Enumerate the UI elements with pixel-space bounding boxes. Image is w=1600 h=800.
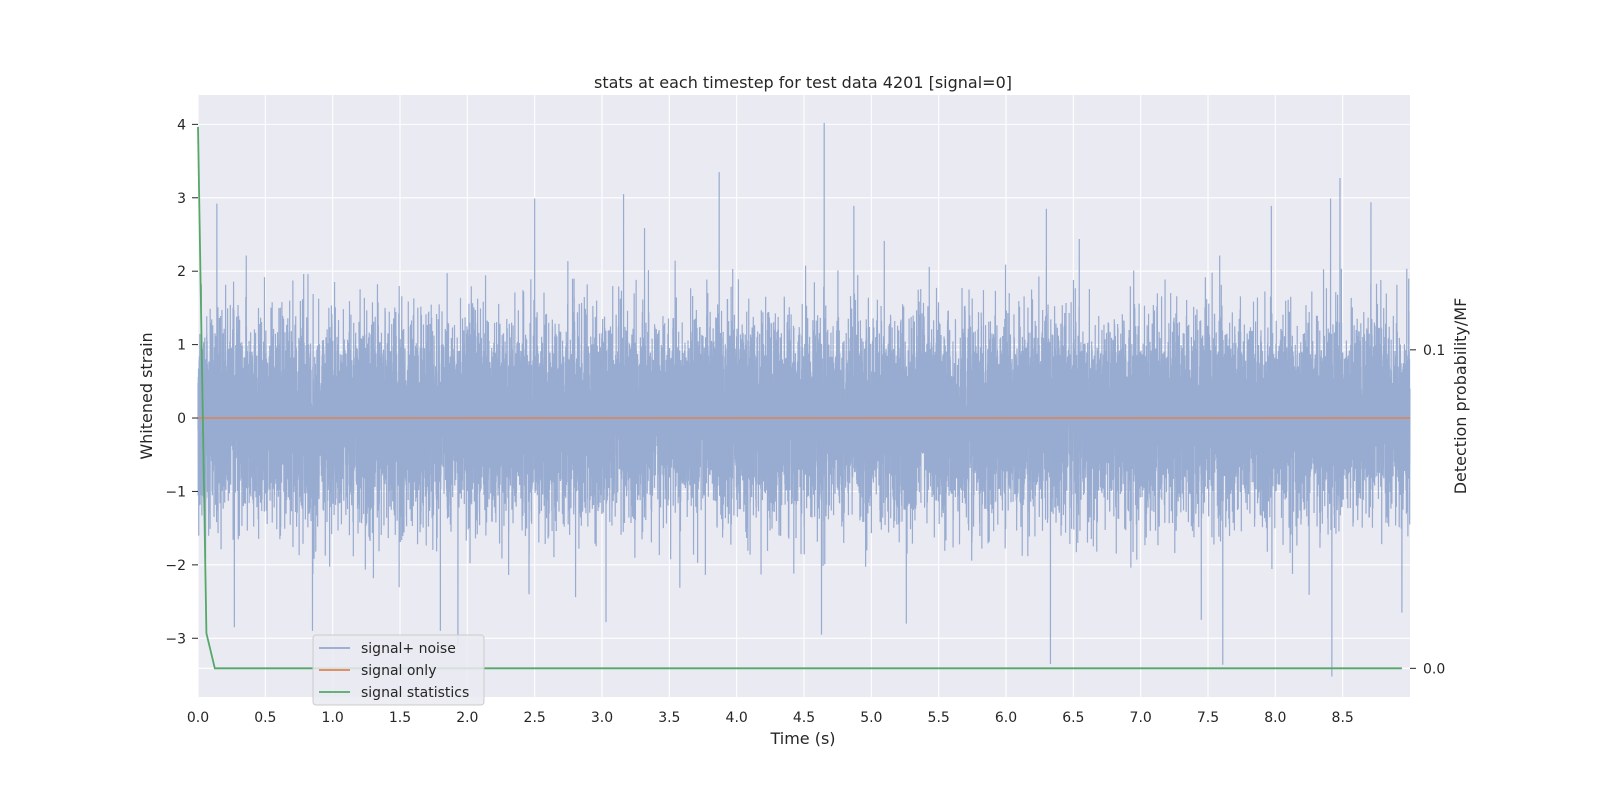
chart-title: stats at each timestep for test data 420…	[594, 73, 1012, 92]
legend-label: signal only	[361, 663, 436, 679]
x-tick-label: 7.5	[1197, 710, 1219, 726]
y-tick-label: −2	[165, 558, 186, 574]
x-tick-label: 5.5	[928, 710, 950, 726]
y2-tick-label: 0.1	[1423, 343, 1445, 359]
x-tick-label: 4.0	[726, 710, 748, 726]
y-tick-label: 3	[177, 191, 186, 207]
y-tick-label: −1	[165, 484, 186, 500]
y-tick-label: 4	[177, 117, 186, 133]
legend-label: signal statistics	[361, 685, 469, 701]
x-tick-label: 7.0	[1130, 710, 1152, 726]
legend[interactable]: signal+ noise signal only signal statistic…	[312, 634, 485, 706]
y-tick-label: 2	[177, 264, 186, 280]
x-tick-label: 4.5	[793, 710, 815, 726]
series-signal-statistics	[197, 126, 1402, 670]
ticks: 0.0 0.5 1.0 1.5 2.0 2.5 3.0 3.5 4.0 4.5 5.0 5.5 6.0 6…	[165, 117, 1445, 726]
legend-box	[312, 634, 485, 706]
x-tick-label: 6.5	[1062, 710, 1084, 726]
y2-tick-label: 0.0	[1423, 661, 1445, 677]
x-axis-label: Time (s)	[769, 729, 835, 748]
x-tick-label: 0.5	[254, 710, 276, 726]
x-tick-label: 3.5	[658, 710, 680, 726]
x-tick-label: 2.0	[456, 710, 478, 726]
x-tick-label: 1.5	[389, 710, 411, 726]
y-tick-label: 0	[177, 411, 186, 427]
x-tick-label: 3.0	[591, 710, 613, 726]
y-axis-label: Whitened strain	[137, 332, 156, 459]
x-tick-label: 6.0	[995, 710, 1017, 726]
x-tick-label: 2.5	[524, 710, 546, 726]
series-signal-noise	[197, 122, 1411, 677]
x-tick-label: 5.0	[860, 710, 882, 726]
x-tick-label: 1.0	[322, 710, 344, 726]
y-tick-label: 1	[177, 338, 186, 354]
y-tick-label: −3	[165, 631, 186, 647]
x-tick-label: 8.0	[1264, 710, 1286, 726]
legend-label: signal+ noise	[361, 641, 456, 657]
x-tick-label: 0.0	[187, 710, 209, 726]
x-tick-label: 8.5	[1332, 710, 1354, 726]
series-layer	[197, 122, 1411, 677]
y2-axis-label: Detection probability/MF	[1451, 298, 1470, 495]
